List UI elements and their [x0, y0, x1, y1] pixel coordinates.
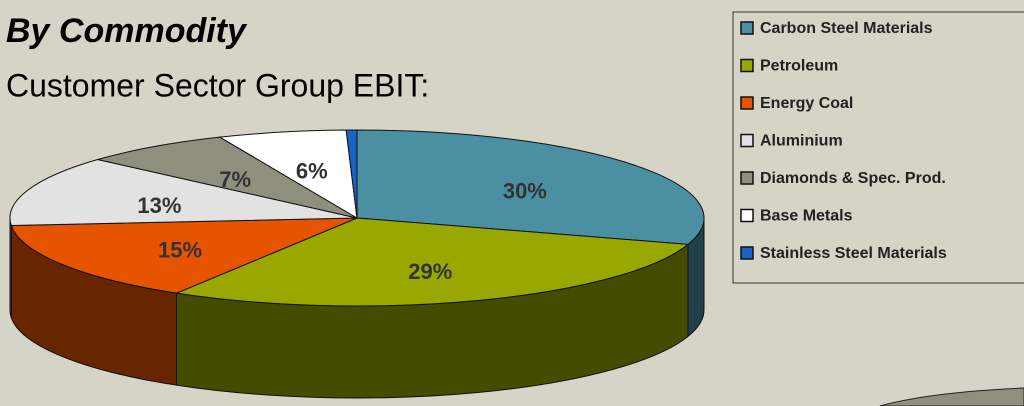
legend-label: Stainless Steel Materials: [760, 245, 947, 262]
legend-swatch: [740, 96, 754, 110]
legend-label: Base Metals: [760, 208, 853, 225]
pie-slice: [345, 129, 358, 219]
data-label: 29%: [408, 259, 452, 284]
legend-swatch: [740, 246, 754, 260]
pie-slice: [218, 129, 358, 219]
data-label: 6%: [296, 158, 328, 183]
legend-label: Petroleum: [760, 58, 838, 75]
data-label: 7%: [219, 167, 251, 192]
legend-swatch: [740, 21, 754, 35]
pie-slice: [356, 129, 705, 245]
pie-slice: [97, 136, 358, 219]
pie-side: [9, 217, 12, 318]
legend-label: Aluminium: [760, 133, 843, 150]
legend-label: Carbon Steel Materials: [760, 20, 933, 37]
data-label: 30%: [503, 179, 547, 204]
chart-subtitle: Customer Sector Group EBIT:: [6, 67, 429, 103]
legend-swatch: [740, 133, 754, 148]
legend-label: Energy Coal: [760, 95, 853, 112]
chart-title: By Commodity: [6, 12, 248, 50]
legend-box: [732, 11, 1024, 284]
legend-label: Diamonds & Spec. Prod.: [760, 170, 946, 187]
pie-slice: [9, 159, 358, 227]
legend-swatch: [740, 171, 754, 185]
legend-swatch: [740, 208, 754, 223]
data-label: 13%: [137, 193, 181, 218]
pie-slice: [10, 217, 358, 294]
legend-swatch: [740, 58, 754, 73]
data-label: 15%: [158, 238, 202, 263]
decor-pie-edge: [879, 387, 1024, 406]
